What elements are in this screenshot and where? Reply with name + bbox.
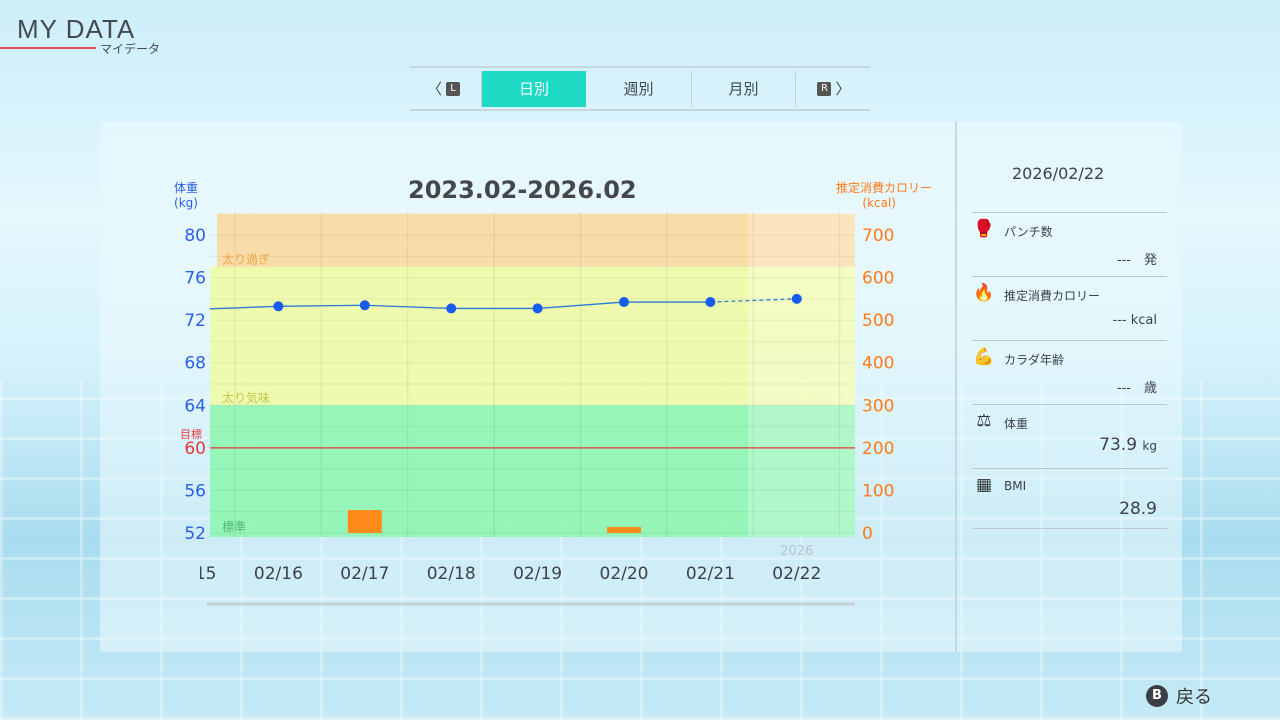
- next-tab-button[interactable]: R 〉: [796, 71, 868, 107]
- tab-weekly[interactable]: 週別: [586, 70, 692, 107]
- b-button-icon: B: [1146, 685, 1168, 707]
- weight-point: [791, 293, 802, 304]
- left-tick-label: 64: [184, 396, 206, 416]
- left-tick-label: 76: [184, 269, 206, 289]
- flame-icon: 🔥: [973, 283, 995, 303]
- left-tick-label: 56: [184, 481, 206, 501]
- detail-panel: 2026/02/22 🥊 パンチ数 --- 発 🔥 推定消費カロリー --- kcal 💪 カ…: [955, 122, 1182, 652]
- zone-label: 太り過ぎ: [222, 252, 270, 267]
- right-tick-label: 200: [862, 439, 894, 459]
- left-axis-label-line2: (kg): [174, 196, 198, 210]
- chevron-left-icon: 〈: [426, 80, 442, 98]
- left-tick-label: 80: [184, 226, 206, 246]
- weight-point: [446, 303, 457, 314]
- detail-row: ▦ BMI 28.9: [972, 468, 1167, 532]
- period-tabs: 〈 L 日別 週別 月別 R 〉: [410, 66, 870, 111]
- right-tick-label: 700: [862, 226, 894, 246]
- boxing-glove-icon: 🥊: [973, 219, 995, 239]
- year-label: 2026: [780, 544, 813, 559]
- x-tick-label: 02/15: [168, 564, 217, 584]
- back-button[interactable]: B 戻る: [1146, 683, 1212, 709]
- title-underline: [0, 47, 96, 49]
- zone-label: 太り気味: [222, 390, 270, 405]
- weight-point: [619, 297, 629, 308]
- zone-band: [217, 213, 855, 267]
- weight-point: [359, 300, 370, 311]
- calorie-bar: [607, 527, 641, 533]
- chart-title: 2023.02-2026.02: [408, 176, 637, 204]
- left-tick-label: 68: [184, 354, 206, 374]
- detail-row: 🔥 推定消費カロリー --- kcal: [972, 276, 1167, 340]
- page-title: MY DATA: [17, 14, 136, 44]
- target-label: 目標: [180, 427, 202, 441]
- chevron-right-icon: 〉: [835, 80, 851, 98]
- zone-band: [210, 266, 855, 406]
- detail-value-text: --- 歳: [1116, 381, 1157, 396]
- back-label: 戻る: [1176, 687, 1212, 708]
- right-axis-label: 推定消費カロリー (kcal): [822, 181, 932, 211]
- tab-monthly[interactable]: 月別: [692, 70, 796, 107]
- left-axis-label-line1: 体重: [174, 181, 199, 195]
- detail-value: 73.9 kg: [1099, 435, 1157, 455]
- detail-value: --- kcal: [1113, 313, 1157, 328]
- detail-row: 💪 カラダ年齢 --- 歳: [972, 340, 1167, 404]
- right-tick-label: 100: [862, 481, 894, 501]
- right-axis-label-line2: (kcal): [862, 196, 896, 210]
- detail-value: --- 発: [1117, 249, 1157, 268]
- detail-label: カラダ年齢: [1004, 353, 1065, 367]
- r-button-icon: R: [817, 81, 832, 96]
- tab-daily[interactable]: 日別: [482, 70, 586, 107]
- x-tick-label: 02/22: [772, 564, 821, 584]
- left-tick-label: 72: [184, 311, 206, 331]
- x-tick-label: 02/20: [600, 564, 649, 584]
- zone-band: [210, 405, 855, 537]
- prev-tab-button[interactable]: 〈 L: [410, 70, 482, 107]
- detail-value-text: --- 発: [1116, 253, 1157, 268]
- weight-point: [705, 297, 716, 308]
- muscle-body-icon: 💪: [973, 347, 995, 367]
- zone-label: 標準: [222, 519, 246, 534]
- detail-row: ⚖ 体重 73.9 kg: [972, 404, 1167, 468]
- calorie-bar: [347, 510, 382, 533]
- page-subtitle: マイデータ: [100, 42, 161, 56]
- detail-label: 体重: [1004, 417, 1029, 431]
- weight-projected-line: [710, 298, 797, 303]
- scale-icon: ⚖: [976, 411, 992, 431]
- detail-value-text: 28.9: [1119, 499, 1157, 519]
- x-tick-label: 02/21: [686, 564, 735, 584]
- left-axis-label: 体重 (kg): [174, 181, 198, 211]
- right-tick-label: 0: [862, 524, 873, 544]
- detail-label: BMI: [1004, 479, 1027, 493]
- detail-date: 2026/02/22: [1012, 164, 1105, 183]
- divider: [972, 528, 1167, 529]
- right-tick-label: 300: [862, 396, 894, 416]
- x-tick-label: 02/19: [513, 564, 562, 584]
- detail-unit: kg: [1142, 439, 1157, 453]
- right-tick-label: 500: [862, 311, 894, 331]
- left-tick-label: 52: [184, 524, 206, 544]
- detail-label: 推定消費カロリー: [1004, 289, 1101, 303]
- detail-label: パンチ数: [1004, 225, 1053, 239]
- detail-value: 28.9: [1119, 499, 1157, 519]
- right-axis-label-line1: 推定消費カロリー: [835, 181, 932, 195]
- l-button-icon: L: [446, 81, 460, 96]
- x-tick-label: 02/17: [340, 564, 389, 584]
- current-year-overlay: [748, 211, 855, 537]
- x-tick-label: 02/16: [254, 564, 303, 584]
- calculator-icon: ▦: [975, 475, 993, 495]
- detail-value-text: --- kcal: [1112, 313, 1157, 328]
- weight-point: [273, 301, 284, 312]
- left-tick-label: 60: [184, 439, 206, 459]
- x-tick-label: 02/18: [427, 564, 476, 584]
- detail-row: 🥊 パンチ数 --- 発: [972, 212, 1167, 276]
- right-tick-label: 600: [862, 269, 894, 289]
- detail-value-text: 73.9: [1099, 435, 1138, 455]
- weight-point: [532, 303, 543, 314]
- detail-value: --- 歳: [1117, 377, 1157, 396]
- right-tick-label: 400: [862, 354, 894, 374]
